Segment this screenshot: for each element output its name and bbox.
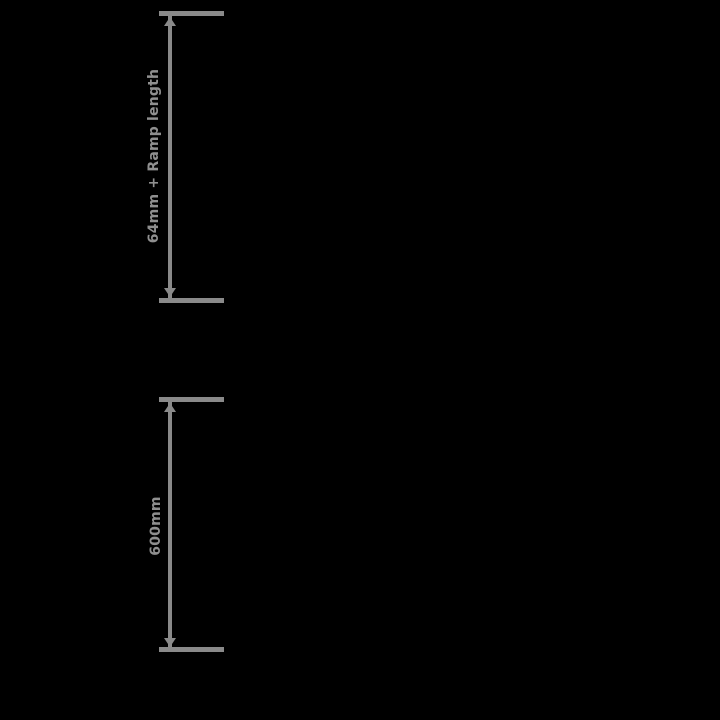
arrow-up-icon bbox=[164, 403, 176, 412]
dimension-label-overall-length: 64mm + Ramp length bbox=[146, 68, 162, 244]
arrow-down-icon bbox=[164, 288, 176, 297]
arrow-up-icon bbox=[164, 17, 176, 26]
arrow-down-icon bbox=[164, 638, 176, 647]
extension-line-bottom bbox=[159, 298, 224, 303]
dimension-line bbox=[168, 16, 172, 298]
extension-line-top bbox=[159, 11, 224, 16]
dimension-line bbox=[168, 402, 172, 647]
extension-line-top bbox=[159, 397, 224, 402]
extension-line-bottom bbox=[159, 647, 224, 652]
dimension-label-ramp-length: 600mm bbox=[148, 496, 164, 556]
